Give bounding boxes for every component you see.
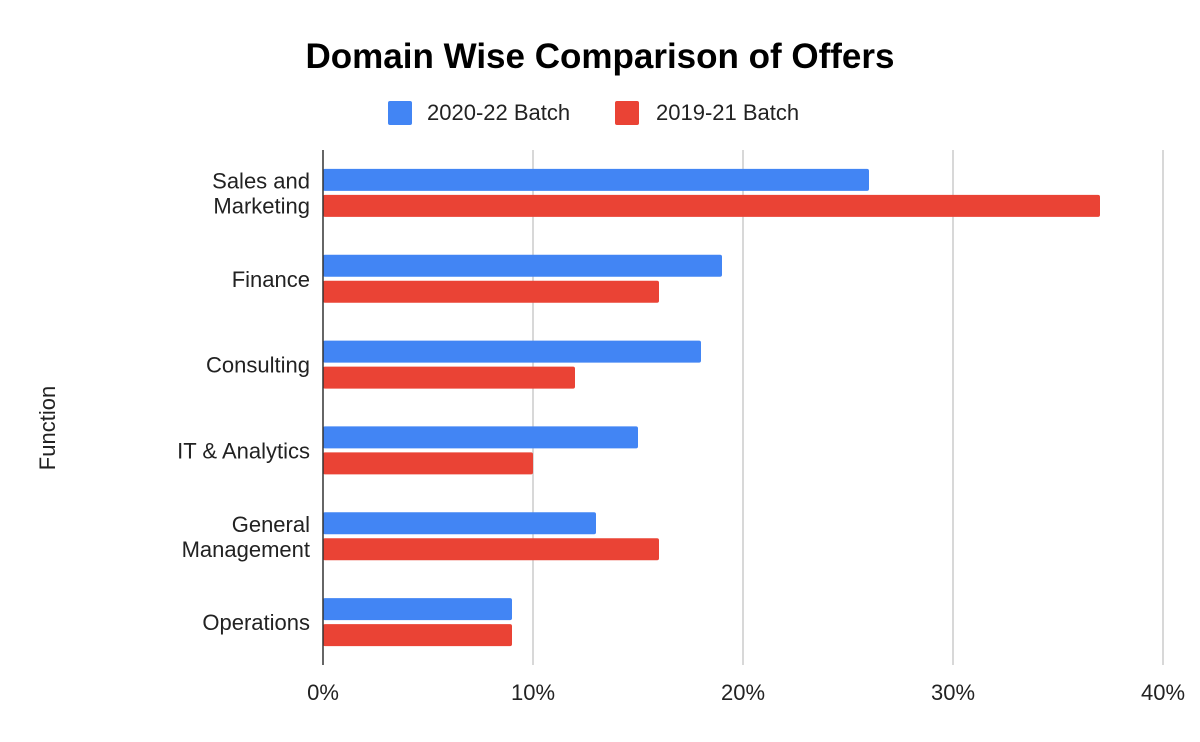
category-label: IT & Analytics [177, 438, 310, 463]
bar-2019-21-2 [323, 366, 575, 389]
category-label: Operations [202, 610, 310, 635]
legend: 2020-22 Batch 2019-21 Batch [388, 100, 799, 125]
bar-2019-21-3 [323, 452, 533, 475]
x-tick-label: 30% [931, 680, 975, 705]
category-label: Sales and Marketing [212, 168, 310, 218]
bar-2019-21-5 [323, 624, 512, 647]
legend-label-2019-21: 2019-21 Batch [656, 100, 799, 125]
legend-swatch-2019-21 [615, 101, 639, 125]
bar-2020-22-1 [323, 254, 722, 277]
y-axis-title: Function [35, 386, 60, 470]
bar-2020-22-3 [323, 426, 638, 449]
category-label: Consulting [206, 353, 310, 378]
bars [323, 168, 1100, 647]
chart-title: Domain Wise Comparison of Offers [306, 37, 895, 76]
bar-2020-22-2 [323, 340, 701, 363]
category-labels: Sales and Marketing Finance Consulting IT & … [177, 168, 310, 635]
gridlines [532, 150, 1164, 665]
x-tick-label: 10% [511, 680, 555, 705]
legend-swatch-2020-22 [388, 101, 412, 125]
category-label: General Management [182, 512, 310, 562]
bar-2019-21-1 [323, 280, 659, 303]
bar-2019-21-0 [323, 194, 1100, 217]
bar-2020-22-5 [323, 598, 512, 621]
bar-2020-22-4 [323, 512, 596, 535]
x-tick-label: 40% [1141, 680, 1185, 705]
bar-2020-22-0 [323, 168, 869, 191]
category-label: Finance [232, 267, 310, 292]
bar-2019-21-4 [323, 538, 659, 561]
x-tick-labels: 0% 10% 20% 30% 40% [307, 680, 1185, 705]
legend-label-2020-22: 2020-22 Batch [427, 100, 570, 125]
x-tick-label: 20% [721, 680, 765, 705]
x-tick-label: 0% [307, 680, 339, 705]
